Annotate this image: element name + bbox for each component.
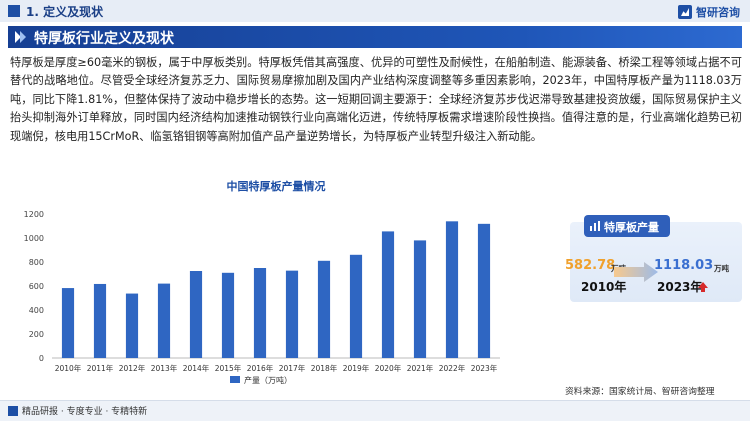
- bar: [157, 283, 171, 358]
- x-tick-label: 2020年: [375, 363, 402, 373]
- page-footer: 精品研报 · 专度专业 · 专精特新: [0, 400, 750, 421]
- logo-icon: [678, 5, 692, 19]
- chart-title: 中国特厚板产量情况: [227, 179, 326, 193]
- y-tick-label: 200: [29, 330, 44, 339]
- footer-marker-icon: [8, 406, 18, 416]
- x-tick-label: 2011年: [87, 363, 114, 373]
- x-tick-label: 2016年: [247, 363, 274, 373]
- bar: [445, 221, 459, 358]
- summary-title: 特厚板产量: [604, 221, 659, 234]
- legend-swatch: [230, 376, 240, 383]
- x-tick-label: 2019年: [343, 363, 370, 373]
- end-unit: 万吨: [714, 264, 729, 273]
- bar: [253, 268, 267, 358]
- y-tick-label: 1200: [24, 210, 44, 219]
- bar: [317, 260, 331, 358]
- y-tick-label: 600: [29, 282, 44, 291]
- bar: [381, 231, 395, 358]
- section-header-bar: 1. 定义及现状 智研咨询: [0, 0, 750, 22]
- bar: [61, 288, 75, 358]
- page-title: 特厚板行业定义及现状: [34, 31, 174, 47]
- summary-badge: 特厚板产量: [584, 215, 670, 237]
- bar: [189, 271, 203, 358]
- brand-name: 智研咨询: [696, 6, 740, 19]
- end-value: 1118.03: [654, 258, 714, 273]
- bar-chart-icon: [590, 221, 600, 231]
- x-tick-label: 2017年: [279, 363, 306, 373]
- production-bar-chart: 中国特厚板产量情况 0 200 400 600 800 1000 1200 2010年 2011年…: [24, 179, 500, 385]
- page-title-bar: 特厚板行业定义及现状: [8, 26, 742, 48]
- y-tick-label: 400: [29, 306, 44, 315]
- bar: [93, 283, 107, 358]
- x-tick-label: 2021年: [407, 363, 434, 373]
- x-tick-label: 2022年: [439, 363, 466, 373]
- end-year: 2023年: [657, 280, 703, 294]
- start-value: 582.78: [565, 258, 616, 273]
- y-tick-label: 0: [39, 354, 44, 363]
- x-tick-label: 2013年: [151, 363, 178, 373]
- section-marker-icon: [8, 5, 20, 17]
- footer-slogan: 精品研报 · 专度专业 · 专精特新: [22, 407, 148, 417]
- chevron-right-icon: [15, 31, 26, 43]
- bar: [125, 293, 139, 358]
- x-tick-label: 2012年: [119, 363, 146, 373]
- up-trend-icon: [698, 282, 708, 292]
- data-source: 资料来源：国家统计局、智研咨询整理: [565, 387, 715, 397]
- x-tick-label: 2014年: [183, 363, 210, 373]
- brand-logo[interactable]: 智研咨询: [678, 4, 740, 20]
- y-tick-label: 800: [29, 258, 44, 267]
- legend-label: 产量（万吨）: [244, 375, 292, 385]
- bar: [285, 270, 299, 358]
- start-year: 2010年: [581, 280, 627, 294]
- x-tick-label: 2023年: [471, 363, 498, 373]
- growth-arrow-icon: [614, 262, 658, 282]
- x-tick-label: 2015年: [215, 363, 242, 373]
- x-tick-label: 2018年: [311, 363, 338, 373]
- bar: [413, 240, 427, 358]
- bar: [477, 223, 491, 358]
- production-summary-card: 特厚板产量: [570, 215, 742, 302]
- bar: [221, 272, 235, 358]
- section-title: 1. 定义及现状: [26, 5, 104, 19]
- y-tick-label: 1000: [24, 234, 44, 243]
- x-tick-label: 2010年: [55, 363, 82, 373]
- intro-paragraph: 特厚板是厚度≥60毫米的钢板，属于中厚板类别。特厚板凭借其高强度、优异的可塑性及…: [10, 56, 742, 143]
- bar: [349, 254, 363, 358]
